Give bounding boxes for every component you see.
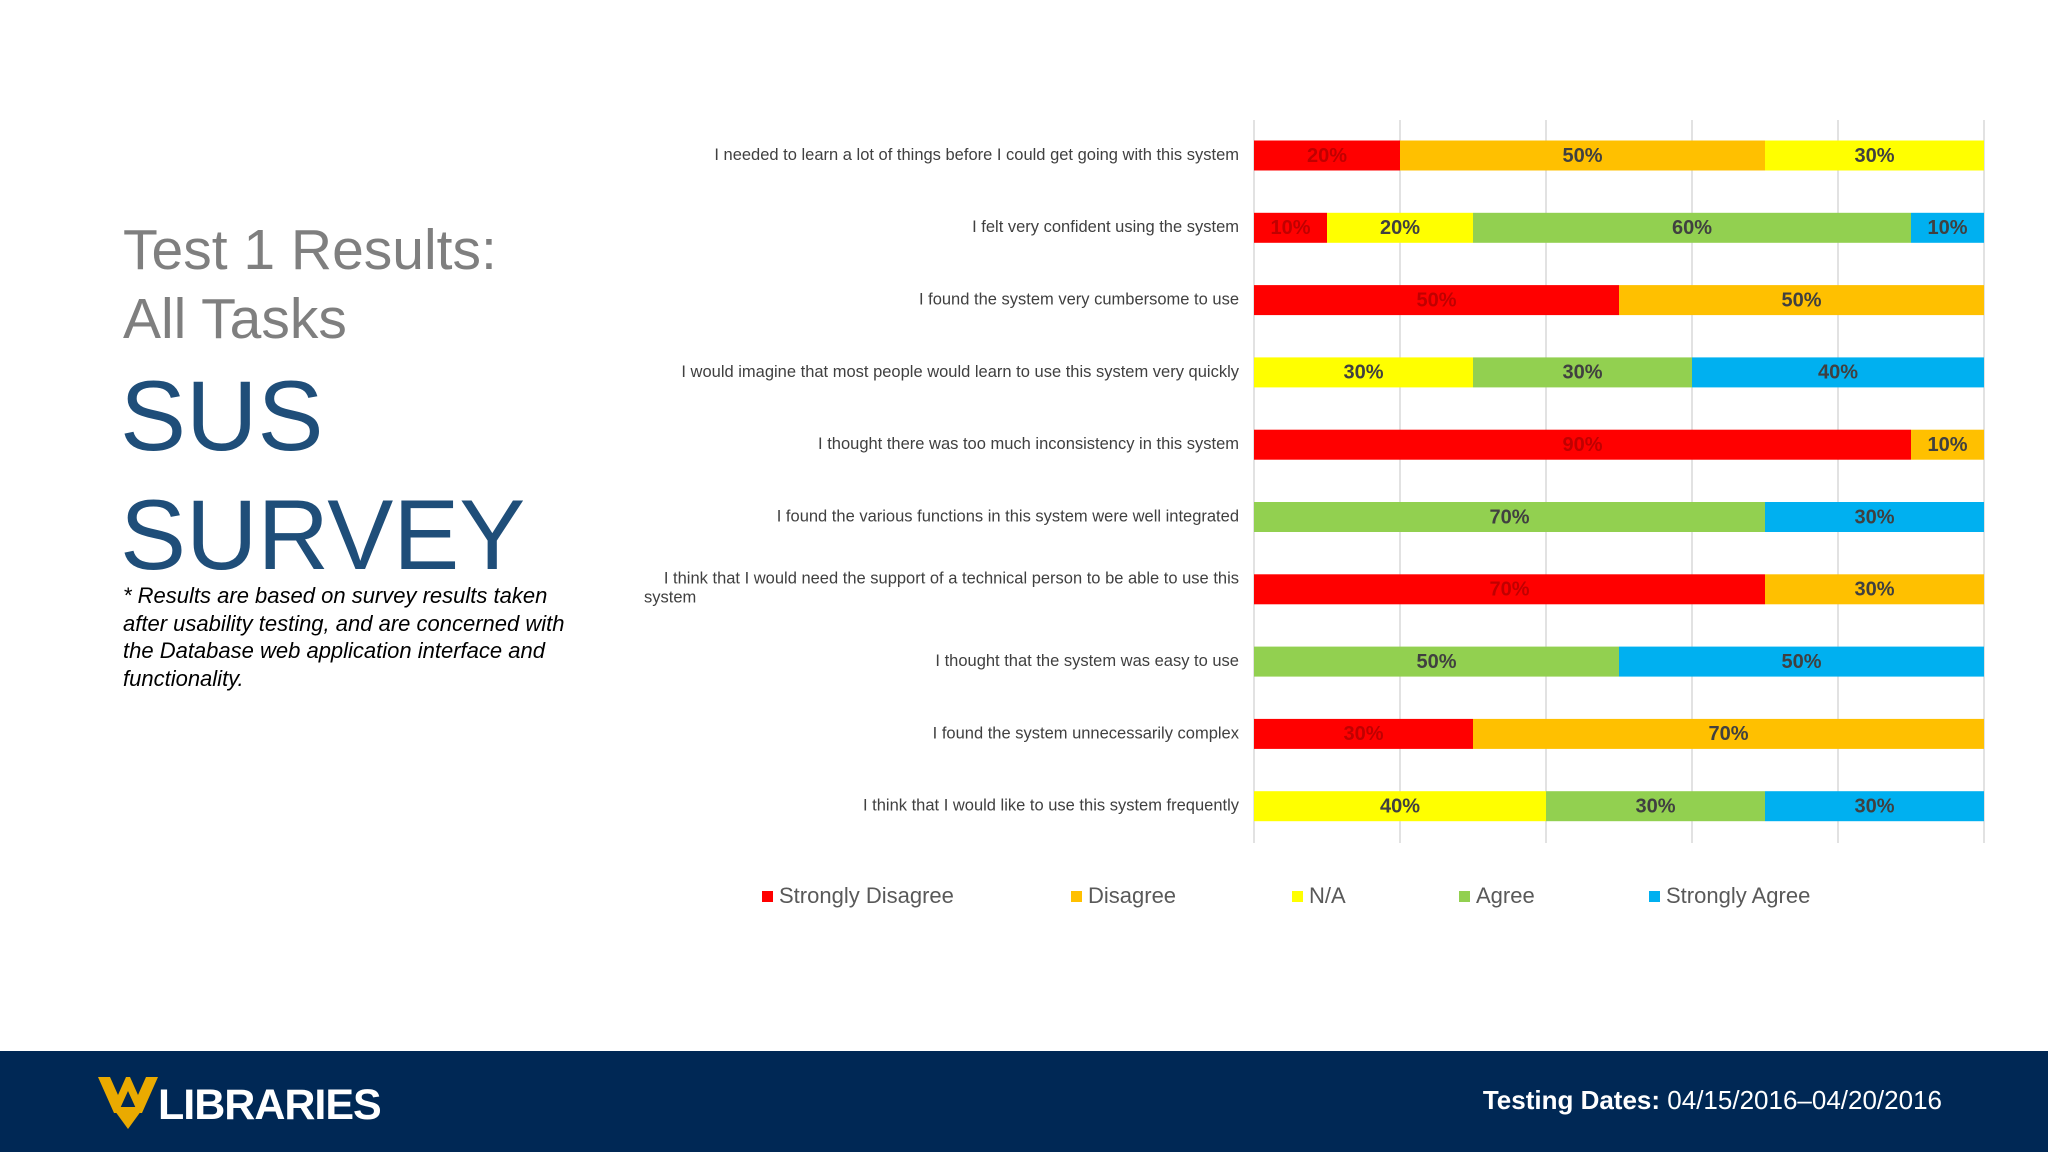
data-label: 20% xyxy=(1307,145,1347,167)
bar-segment xyxy=(1254,357,1473,388)
category-label: I needed to learn a lot of things before… xyxy=(714,146,1239,164)
bar-segment xyxy=(1619,285,1984,316)
bar-segment xyxy=(1254,212,1327,243)
legend-label: N/A xyxy=(1309,883,1346,908)
bar-segment xyxy=(1254,285,1619,316)
data-label: 30% xyxy=(1854,506,1894,528)
bar-segment xyxy=(1473,718,1984,749)
bar-segment xyxy=(1327,212,1473,243)
logo-text: LIBRARIES xyxy=(158,1081,382,1129)
data-label: 70% xyxy=(1489,579,1529,601)
category-label: I think that I would like to use this sy… xyxy=(863,797,1240,815)
category-label: I thought that the system was easy to us… xyxy=(935,652,1239,670)
subtitle-line-2: All Tasks xyxy=(123,287,347,351)
legend-label: Agree xyxy=(1476,883,1535,908)
data-label: 50% xyxy=(1781,289,1821,311)
title-block: Test 1 Results: All Tasks SUS SURVEY * R… xyxy=(120,216,593,692)
legend-swatch xyxy=(1071,891,1082,902)
data-label: 60% xyxy=(1672,217,1712,239)
bar-segment xyxy=(1254,718,1473,749)
data-label: 70% xyxy=(1489,506,1529,528)
data-label: 50% xyxy=(1416,289,1456,311)
bar-segment xyxy=(1765,791,1984,822)
data-label: 10% xyxy=(1270,217,1310,239)
data-label: 30% xyxy=(1343,362,1383,384)
bar-segment xyxy=(1254,502,1765,532)
data-label: 30% xyxy=(1854,145,1894,167)
bar-segment xyxy=(1254,791,1546,822)
category-label: I found the system very cumbersome to us… xyxy=(919,290,1239,308)
data-label: 40% xyxy=(1818,362,1858,384)
legend-swatch xyxy=(1649,891,1660,902)
data-label: 30% xyxy=(1854,795,1894,817)
category-label: I found the various functions in this sy… xyxy=(777,507,1239,525)
footer-bar: LIBRARIES Testing Dates: 04/15/2016–04/2… xyxy=(0,1051,2048,1152)
bar-segment xyxy=(1473,357,1692,388)
category-label-continued: system xyxy=(644,589,696,607)
data-label: 50% xyxy=(1781,651,1821,673)
libraries-logo: LIBRARIES xyxy=(98,1073,398,1131)
footnote: * Results are based on survey results ta… xyxy=(123,583,565,691)
bar-segment xyxy=(1254,574,1765,605)
data-label: 40% xyxy=(1380,795,1420,817)
bar-segment xyxy=(1765,574,1984,605)
bar-segment xyxy=(1400,140,1765,171)
bar-segment xyxy=(1254,646,1619,677)
data-label: 20% xyxy=(1380,217,1420,239)
bar-segment xyxy=(1473,212,1911,243)
data-label: 10% xyxy=(1927,434,1967,456)
bar-segment xyxy=(1546,791,1765,822)
stacked-bar-chart: I needed to learn a lot of things before… xyxy=(644,120,1985,908)
data-label: 70% xyxy=(1708,723,1748,745)
bar-segment xyxy=(1254,429,1911,460)
data-label: 50% xyxy=(1416,651,1456,673)
bar-segment xyxy=(1765,502,1984,532)
bar-segment xyxy=(1911,212,1984,243)
testing-dates: Testing Dates: 04/15/2016–04/20/2016 xyxy=(1483,1083,1942,1117)
data-label: 30% xyxy=(1562,362,1602,384)
bar-segment xyxy=(1619,646,1984,677)
data-label: 50% xyxy=(1562,145,1602,167)
data-label: 30% xyxy=(1343,723,1383,745)
wv-logo-icon xyxy=(98,1077,158,1129)
subtitle-line-1: Test 1 Results: xyxy=(123,218,497,282)
category-label: I think that I would need the support of… xyxy=(664,570,1239,588)
testing-dates-label: Testing Dates: xyxy=(1482,1085,1661,1115)
data-label: 30% xyxy=(1854,579,1894,601)
bar-segment xyxy=(1911,429,1984,460)
bar-segment xyxy=(1254,140,1400,171)
legend-swatch xyxy=(1292,891,1303,902)
category-label: I thought there was too much inconsisten… xyxy=(818,435,1239,453)
category-label: I felt very confident using the system xyxy=(972,218,1239,236)
data-label: 30% xyxy=(1635,795,1675,817)
title-line-1: SUS xyxy=(120,360,324,471)
bar-segment xyxy=(1765,140,1984,171)
legend-label: Strongly Disagree xyxy=(779,883,954,908)
data-label: 90% xyxy=(1562,434,1602,456)
testing-dates-value: 04/15/2016–04/20/2016 xyxy=(1667,1085,1942,1115)
data-label: 10% xyxy=(1927,217,1967,239)
category-label: I found the system unnecessarily complex xyxy=(933,724,1240,742)
title-line-2: SURVEY xyxy=(120,479,526,590)
legend-swatch xyxy=(762,891,773,902)
bar-segment xyxy=(1692,357,1984,388)
legend-label: Strongly Agree xyxy=(1666,883,1810,908)
legend-label: Disagree xyxy=(1088,883,1176,908)
legend-swatch xyxy=(1459,891,1470,902)
category-label: I would imagine that most people would l… xyxy=(681,363,1239,381)
